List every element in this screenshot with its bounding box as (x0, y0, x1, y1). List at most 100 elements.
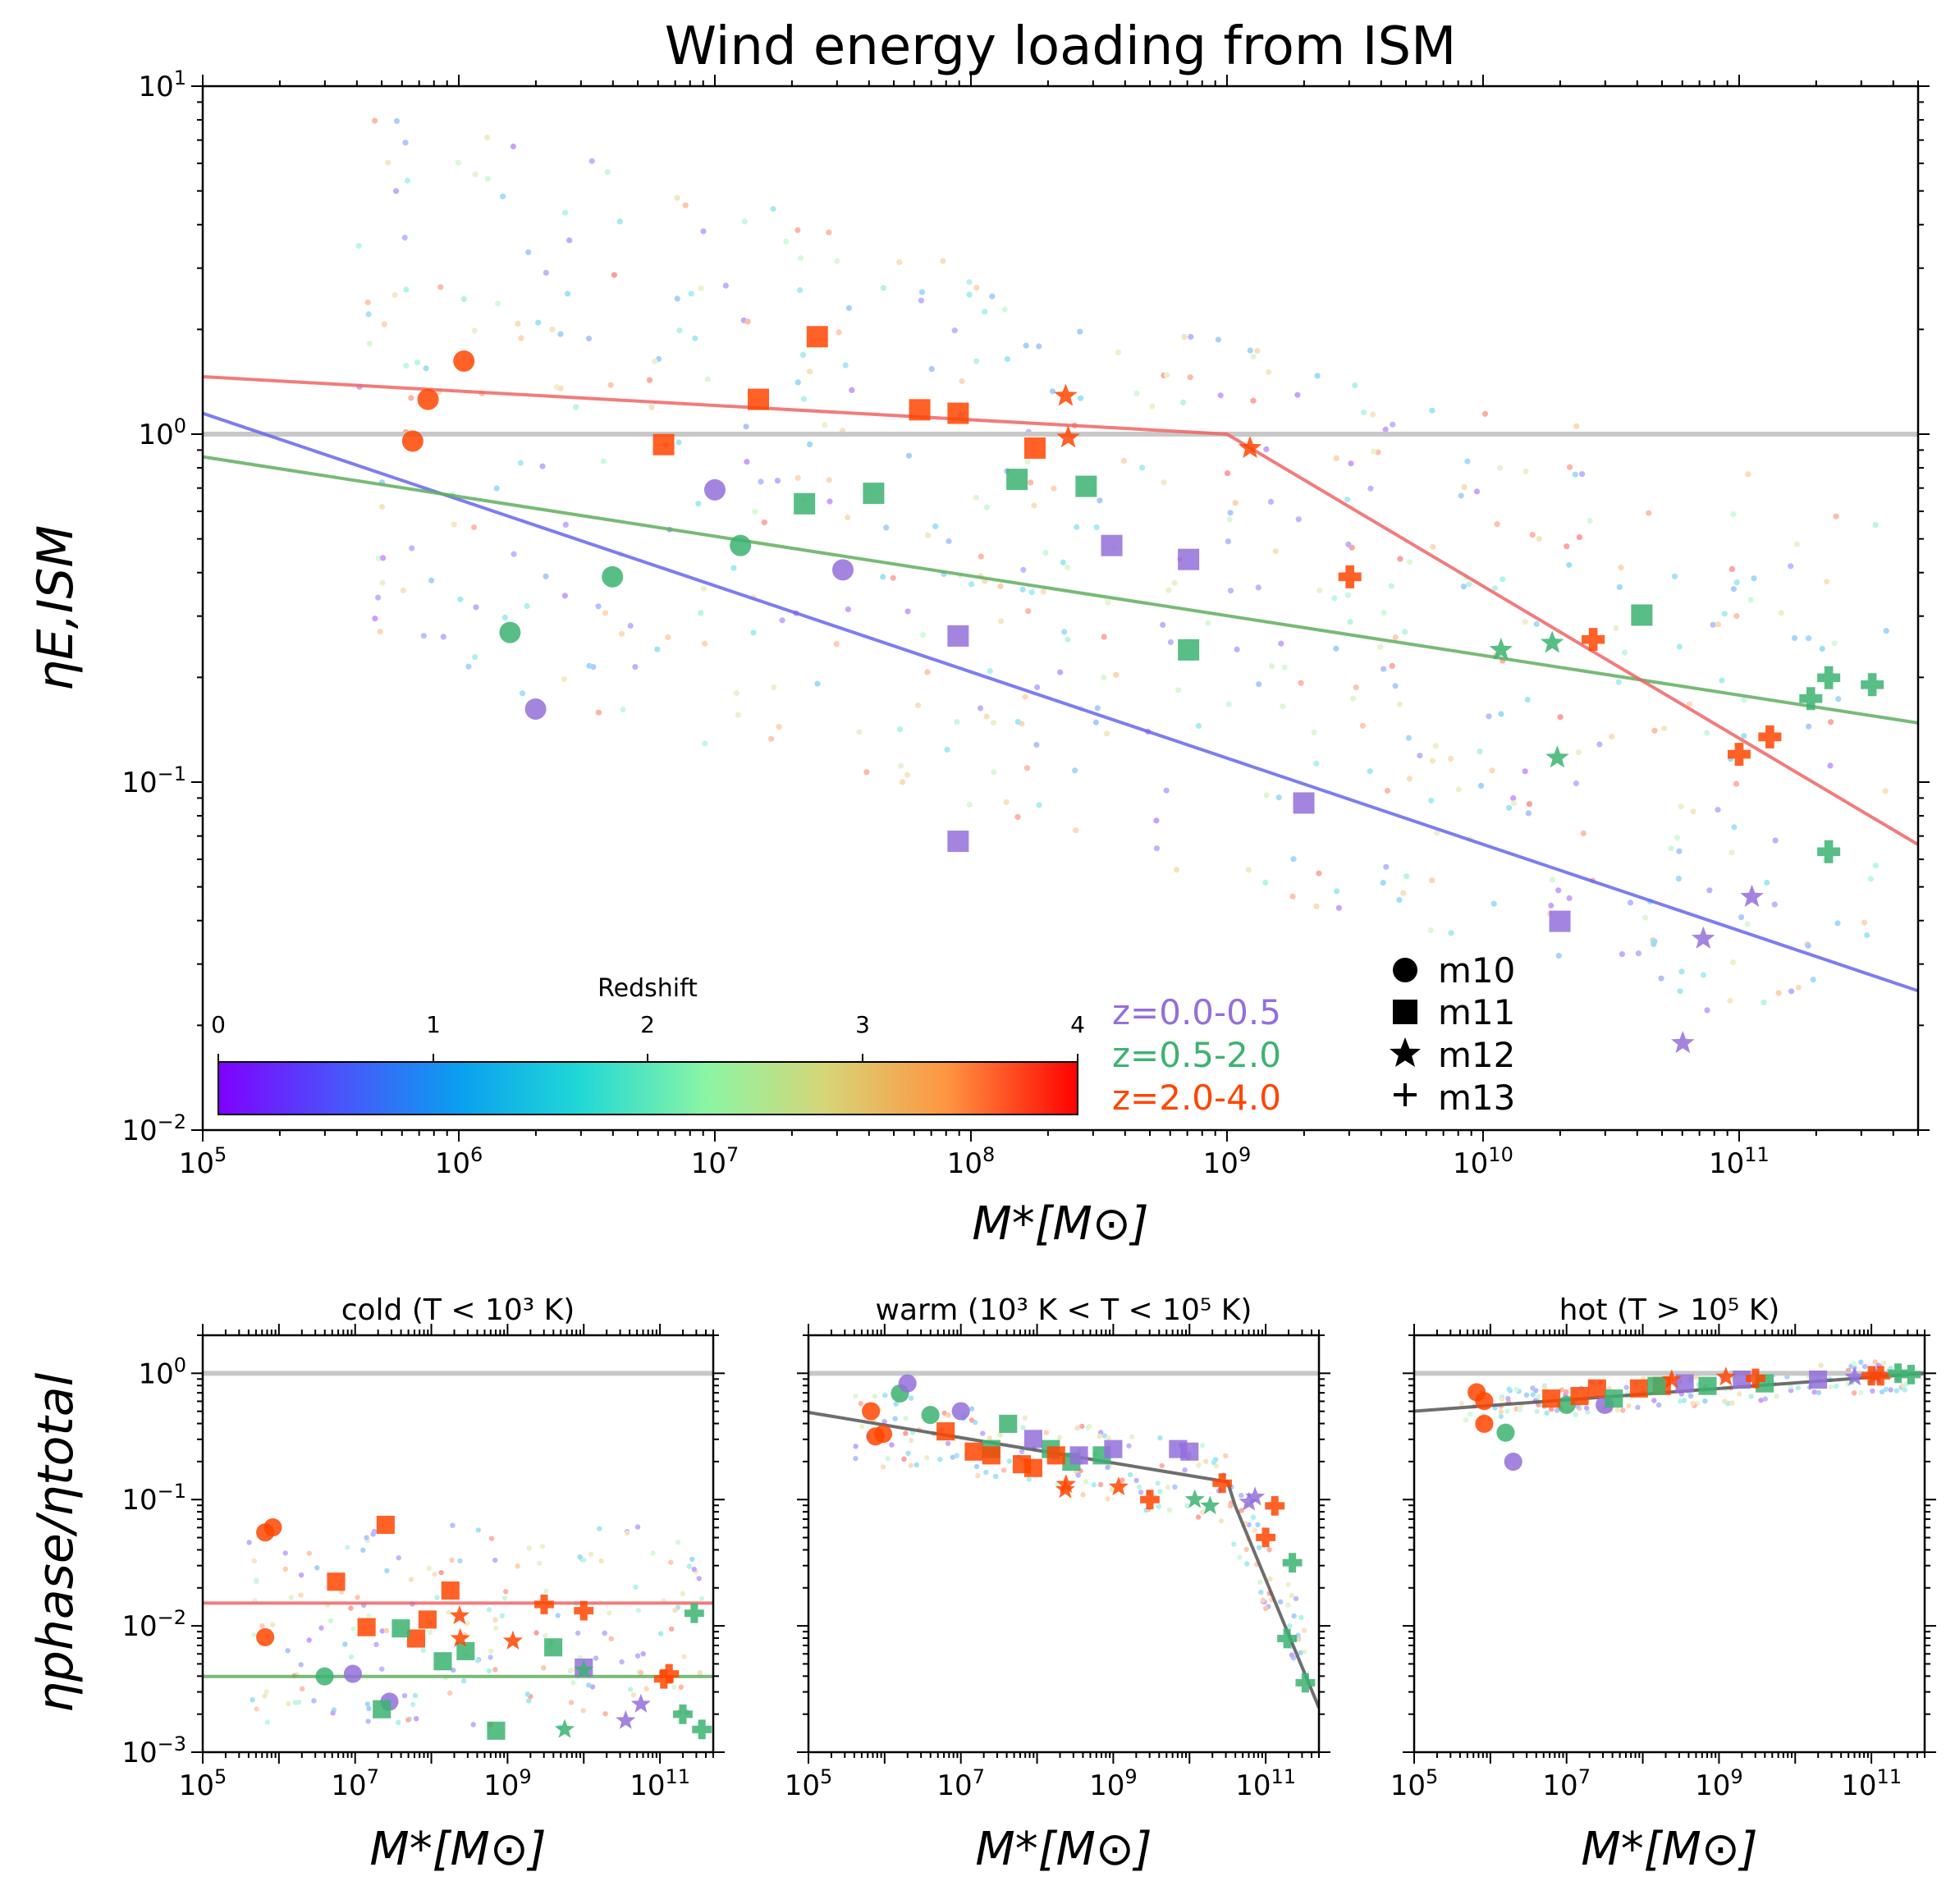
redshift-point (1156, 1504, 1161, 1509)
redshift-point (1184, 1503, 1190, 1509)
redshift-point (607, 1610, 612, 1616)
redshift-point (1199, 1442, 1206, 1449)
data-point-square (1631, 604, 1653, 626)
redshift-point (893, 1401, 899, 1407)
data-point-star (616, 1709, 636, 1729)
redshift-point (920, 632, 927, 638)
redshift-point (966, 279, 973, 286)
redshift-point (1681, 1398, 1687, 1403)
redshift-point (526, 1545, 532, 1551)
redshift-point (1109, 1487, 1115, 1493)
redshift-point (991, 769, 997, 776)
redshift-point (1522, 619, 1528, 625)
redshift-point (1028, 589, 1035, 596)
redshift-point (384, 1568, 390, 1574)
redshift-point (495, 300, 501, 307)
redshift-point (366, 341, 373, 347)
redshift-point (1793, 541, 1800, 547)
redshift-point (251, 1558, 257, 1564)
redshift-point (1694, 1400, 1701, 1407)
redshift-point (620, 706, 626, 713)
redshift-point (704, 376, 711, 382)
redshift-point (311, 1698, 317, 1704)
redshift-point (1105, 599, 1111, 606)
redshift-point (1738, 914, 1745, 921)
redshift-point (1557, 714, 1564, 721)
redshift-point (1033, 742, 1040, 748)
redshift-point (1126, 1443, 1132, 1449)
redshift-point (460, 1677, 467, 1684)
redshift-point (393, 117, 401, 125)
hot-panel-title: hot (T > 10⁵ K) (1559, 1293, 1780, 1327)
redshift-point (1231, 1541, 1237, 1547)
redshift-point (954, 719, 960, 725)
bottom-y-axis-label: ηphase/ηtotal (27, 1372, 85, 1713)
plot-area (1414, 1359, 1925, 1471)
data-point-plus (1758, 725, 1782, 748)
redshift-point (1513, 1386, 1519, 1393)
y-tick-label: 101 (138, 66, 186, 103)
redshift-point (1313, 760, 1320, 767)
data-point-square (418, 1610, 437, 1629)
data-point-square (964, 1442, 983, 1461)
redshift-point (1429, 757, 1436, 764)
redshift-point (1774, 1394, 1779, 1399)
redshift-point (901, 1456, 907, 1462)
redshift-point (518, 335, 524, 341)
data-point-square (1023, 1430, 1042, 1449)
redshift-point (396, 1555, 401, 1561)
redshift-point (1298, 1614, 1304, 1621)
redshift-point (383, 1627, 390, 1634)
redshift-point (1490, 900, 1497, 907)
redshift-point (1858, 1390, 1864, 1396)
redshift-point (1266, 1547, 1272, 1553)
redshift-point (1835, 696, 1842, 703)
redshift-point (1331, 595, 1338, 602)
data-point-square (1075, 475, 1097, 497)
redshift-point (1384, 787, 1391, 794)
colorbar-ticks (217, 1054, 1078, 1062)
redshift-point (1262, 1605, 1269, 1612)
redshift-point (464, 1620, 470, 1627)
redshift-point (1733, 613, 1740, 620)
data-point-circle (862, 1402, 881, 1421)
chart-panel-bottom-left: 105 107 109 1011 10−3 10−2 10−1 100 (121, 1324, 725, 1802)
redshift-point (396, 1719, 401, 1725)
redshift-point (1334, 888, 1340, 895)
redshift-point (1466, 581, 1472, 588)
redshift-point (1687, 1393, 1694, 1399)
redshift-point (1153, 845, 1160, 852)
redshift-point (503, 1589, 509, 1595)
redshift-point (1025, 608, 1032, 615)
redshift-point (565, 291, 571, 297)
legend-star-marker (1390, 1037, 1421, 1067)
redshift-point (345, 1545, 350, 1550)
redshift-point (292, 1700, 298, 1705)
data-point-plus (673, 1704, 693, 1724)
redshift-point (434, 1595, 440, 1600)
redshift-point (1301, 1627, 1307, 1633)
data-point-plus (1212, 1473, 1233, 1494)
redshift-point (595, 603, 602, 610)
redshift-point (1567, 464, 1573, 470)
colorbar-gradient (217, 1061, 1078, 1115)
redshift-point (1626, 1403, 1632, 1409)
redshift-point (1816, 1389, 1822, 1396)
redshift-point (1541, 1383, 1548, 1389)
redshift-point (1094, 705, 1101, 712)
data-point-circle (1475, 1414, 1494, 1433)
redshift-point (493, 1625, 499, 1632)
redshift-point (1097, 497, 1103, 504)
redshift-point (924, 1455, 930, 1461)
redshift-point (842, 362, 849, 368)
redshift-point (1858, 1359, 1864, 1365)
redshift-point (533, 1630, 539, 1636)
redshift-point (794, 227, 801, 234)
redshift-point (1390, 421, 1396, 428)
redshift-point (1658, 975, 1664, 982)
data-point-square (373, 1700, 391, 1719)
redshift-point (378, 503, 386, 510)
redshift-point (314, 1565, 320, 1571)
redshift-point (1671, 573, 1678, 579)
redshift-point (1296, 1636, 1302, 1642)
